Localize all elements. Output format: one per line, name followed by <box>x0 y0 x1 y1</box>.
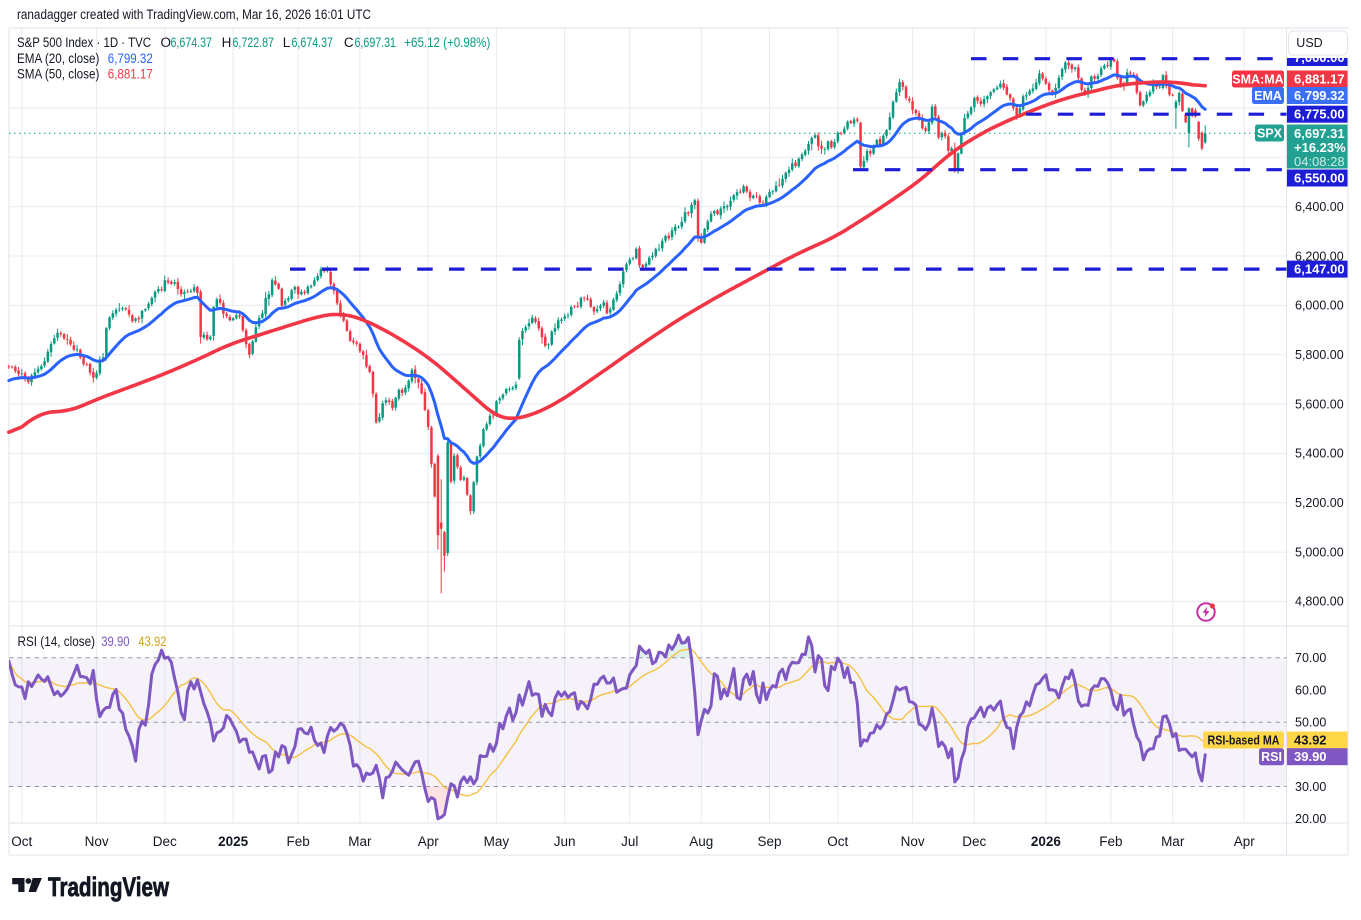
svg-text:EMA (20, close): EMA (20, close) <box>17 51 99 66</box>
svg-text:L: L <box>283 35 291 50</box>
svg-text:RSI: RSI <box>1261 750 1282 764</box>
svg-text:ranadagger created with Tradin: ranadagger created with TradingView.com,… <box>17 7 371 22</box>
svg-text:70.00: 70.00 <box>1295 651 1326 665</box>
svg-text:4,800.00: 4,800.00 <box>1295 595 1344 609</box>
svg-text:6,697.31: 6,697.31 <box>1294 126 1345 141</box>
svg-text:RSI-based MA: RSI-based MA <box>1208 733 1280 747</box>
svg-text:04:08:28: 04:08:28 <box>1294 154 1345 169</box>
svg-text:SMA:MA: SMA:MA <box>1232 72 1283 86</box>
svg-text:6,697.31: 6,697.31 <box>355 35 397 50</box>
svg-text:SPX: SPX <box>1257 126 1283 140</box>
svg-text:5,000.00: 5,000.00 <box>1295 545 1344 559</box>
svg-text:Apr: Apr <box>418 834 440 849</box>
svg-text:Nov: Nov <box>901 834 925 849</box>
svg-text:39.90: 39.90 <box>101 634 129 649</box>
svg-text:Aug: Aug <box>689 834 713 849</box>
svg-text:6,400.00: 6,400.00 <box>1295 200 1344 214</box>
svg-text:39.90: 39.90 <box>1294 749 1327 764</box>
svg-text:EMA: EMA <box>1254 89 1282 103</box>
svg-text:6,200.00: 6,200.00 <box>1295 249 1344 263</box>
svg-text:2026: 2026 <box>1031 834 1062 849</box>
svg-text:6,881.17: 6,881.17 <box>108 67 153 82</box>
svg-text:20.00: 20.00 <box>1295 812 1326 826</box>
svg-text:SMA (50, close): SMA (50, close) <box>17 67 99 82</box>
svg-text:Nov: Nov <box>85 834 109 849</box>
svg-text:6,799.32: 6,799.32 <box>108 51 153 66</box>
svg-text:May: May <box>484 834 510 849</box>
svg-text:6,147.00: 6,147.00 <box>1294 262 1345 277</box>
svg-text:6,000.00: 6,000.00 <box>1295 299 1344 313</box>
svg-text:Jun: Jun <box>554 834 576 849</box>
svg-text:Jul: Jul <box>621 834 638 849</box>
svg-text:Dec: Dec <box>962 834 986 849</box>
svg-text:6,799.32: 6,799.32 <box>1294 88 1345 103</box>
svg-text:50.00: 50.00 <box>1295 716 1326 730</box>
svg-text:5,400.00: 5,400.00 <box>1295 447 1344 461</box>
svg-text:Oct: Oct <box>827 834 848 849</box>
svg-text:Feb: Feb <box>286 834 309 849</box>
svg-text:O: O <box>161 35 172 50</box>
svg-text:USD: USD <box>1296 36 1322 50</box>
svg-text:43.92: 43.92 <box>1294 733 1327 748</box>
svg-text:Mar: Mar <box>1161 834 1185 849</box>
svg-text:5,800.00: 5,800.00 <box>1295 348 1344 362</box>
svg-text:5,600.00: 5,600.00 <box>1295 397 1344 411</box>
svg-text:Mar: Mar <box>348 834 372 849</box>
svg-text:Apr: Apr <box>1234 834 1256 849</box>
svg-text:RSI (14, close): RSI (14, close) <box>18 634 96 649</box>
svg-text:Feb: Feb <box>1099 834 1122 849</box>
svg-text:TradingView: TradingView <box>48 872 170 902</box>
svg-text:Oct: Oct <box>11 834 32 849</box>
svg-text:43.92: 43.92 <box>138 634 166 649</box>
svg-text:+16.23%: +16.23% <box>1294 140 1346 155</box>
svg-text:6,550.00: 6,550.00 <box>1294 171 1345 186</box>
svg-text:6,775.00: 6,775.00 <box>1294 107 1345 122</box>
svg-text:6,881.17: 6,881.17 <box>1294 72 1345 87</box>
svg-text:60.00: 60.00 <box>1295 683 1326 697</box>
svg-text:30.00: 30.00 <box>1295 780 1326 794</box>
svg-text:2025: 2025 <box>218 834 249 849</box>
svg-text:6,722.87: 6,722.87 <box>233 35 275 50</box>
svg-text:Sep: Sep <box>757 834 781 849</box>
svg-text:5,200.00: 5,200.00 <box>1295 496 1344 510</box>
svg-text:6,674.37: 6,674.37 <box>292 35 334 50</box>
svg-text:H: H <box>222 35 232 50</box>
svg-text:+65.12 (+0.98%): +65.12 (+0.98%) <box>404 35 490 50</box>
svg-text:S&P 500 Index · 1D · TVC: S&P 500 Index · 1D · TVC <box>17 35 151 50</box>
svg-text:C: C <box>344 35 354 50</box>
svg-text:6,674.37: 6,674.37 <box>171 35 213 50</box>
svg-text:Dec: Dec <box>153 834 177 849</box>
